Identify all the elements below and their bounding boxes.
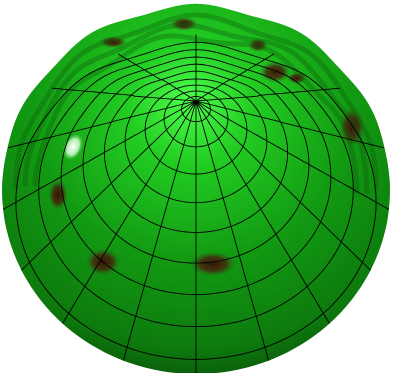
mesh-meridian: [195, 100, 390, 216]
dark-spot: [170, 17, 198, 31]
mesh-meridian: [195, 100, 275, 375]
dark-spot: [48, 179, 68, 211]
mesh-meridian: [2, 100, 197, 216]
dark-spot: [287, 72, 307, 84]
dark-spot: [339, 107, 365, 147]
mesh-meridian: [195, 53, 275, 102]
dark-spot: [189, 251, 237, 277]
mesh-meridian: [51, 100, 197, 342]
surface-ripple: [22, 22, 370, 194]
mesh-meridian: [117, 53, 197, 102]
mesh-meridian: [195, 100, 385, 284]
dark-spot: [259, 61, 291, 83]
mesh-meridian: [195, 100, 385, 149]
mesh-meridian: [195, 100, 341, 342]
surface-ripple: [13, 12, 379, 191]
dark-spots: [13, 12, 379, 277]
mesh-meridian: [7, 100, 197, 149]
dark-spot: [99, 36, 127, 48]
mesh-meridian: [7, 100, 197, 284]
dark-spot: [248, 38, 268, 52]
mesh-meridian: [195, 87, 341, 102]
mesh-meridian: [51, 87, 197, 102]
mesh-meridian: [117, 100, 197, 375]
mesh-grid: [2, 34, 390, 375]
